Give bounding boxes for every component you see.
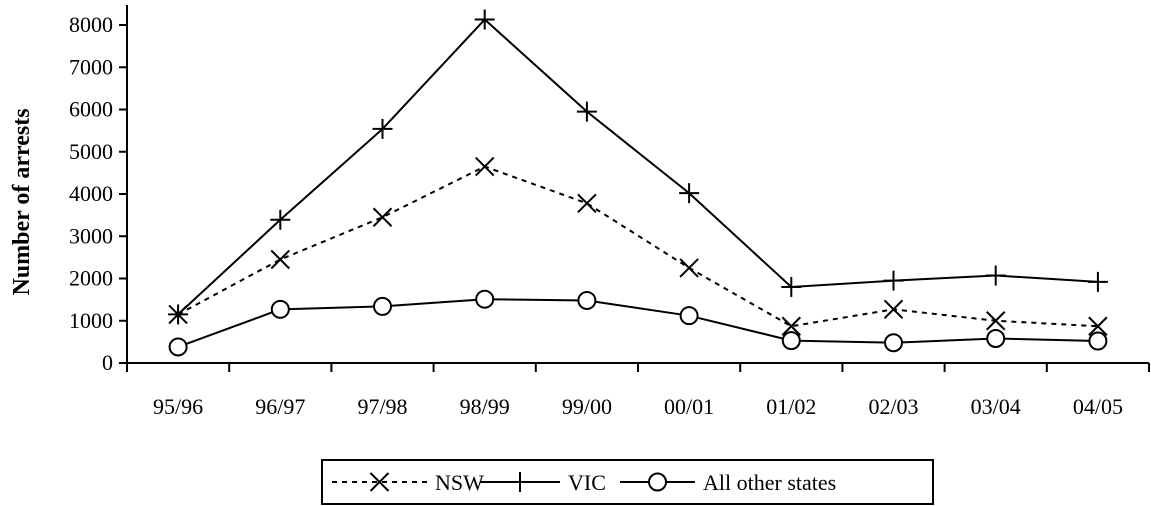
point-all-other-states xyxy=(168,337,188,357)
legend-label-all-other-states: All other states xyxy=(703,470,836,495)
point-all-other-states xyxy=(679,306,699,326)
series-line-nsw xyxy=(177,165,1098,328)
legend-item-all-other-states: All other states xyxy=(620,470,836,495)
point-all-other-states xyxy=(270,299,290,319)
series-nsw xyxy=(168,156,1108,336)
point-all-other-states xyxy=(373,296,392,316)
point-all-other-states xyxy=(986,328,1006,348)
point-nsw-stroke xyxy=(372,207,393,227)
series-vic xyxy=(168,9,1108,325)
x-tick-label: 95/96 xyxy=(153,394,203,419)
x-tick-label: 02/03 xyxy=(868,394,918,419)
x-tick-label: 96/97 xyxy=(255,394,305,419)
y-tick-label: 1000 xyxy=(69,308,113,333)
legend-item-vic: VIC xyxy=(480,470,606,495)
x-tick-label: 00/01 xyxy=(664,394,714,419)
point-nsw-stroke xyxy=(577,193,597,214)
point-all-other-states xyxy=(475,289,495,309)
point-all-other-states xyxy=(577,290,597,310)
point-nsw-stroke xyxy=(474,156,495,177)
y-tick-label: 6000 xyxy=(69,97,113,122)
y-tick-label: 2000 xyxy=(69,266,113,291)
legend-label-nsw: NSW xyxy=(435,470,484,495)
legend-label-vic: VIC xyxy=(568,470,606,495)
x-tick-label: 99/00 xyxy=(562,394,612,419)
point-all-other-states xyxy=(781,331,801,351)
point-nsw-stroke xyxy=(270,249,291,270)
point-nsw-stroke xyxy=(985,311,1006,331)
y-tick-label: 5000 xyxy=(69,139,113,164)
point-nsw-stroke xyxy=(883,299,904,320)
series-line-vic xyxy=(177,18,1098,316)
x-tick-label: 97/98 xyxy=(357,394,407,419)
y-axis-title: Number of arrests xyxy=(9,108,35,295)
series-all-other-states xyxy=(168,289,1108,357)
point-nsw-stroke xyxy=(781,316,802,336)
y-tick-label: 7000 xyxy=(69,54,113,79)
x-tick-label: 04/05 xyxy=(1073,394,1123,419)
y-tick-label: 3000 xyxy=(69,223,113,248)
x-tick-label: 03/04 xyxy=(971,394,1021,419)
y-tick-label: 0 xyxy=(102,350,113,375)
legend-marker-nsw-stroke xyxy=(369,472,390,492)
x-tick-label: 01/02 xyxy=(766,394,816,419)
y-tick-label: 8000 xyxy=(69,12,113,37)
point-nsw-stroke xyxy=(679,258,699,278)
legend-item-nsw: NSW xyxy=(332,470,484,495)
point-all-other-states xyxy=(884,333,903,353)
legend-marker-all-other-states xyxy=(648,472,667,492)
point-nsw-stroke xyxy=(1088,316,1108,336)
chart-legend: NSW VIC All other states xyxy=(321,459,934,505)
y-tick-label: 4000 xyxy=(69,181,113,206)
x-tick-label: 98/99 xyxy=(460,394,510,419)
point-all-other-states xyxy=(1088,331,1108,351)
chart-axes: 0 1000 2000 3000 4000 5000 6000 7000 8000 95/96 96… xyxy=(9,5,1150,419)
series-line-all-other-states xyxy=(177,298,1098,348)
chart-series xyxy=(168,9,1108,357)
